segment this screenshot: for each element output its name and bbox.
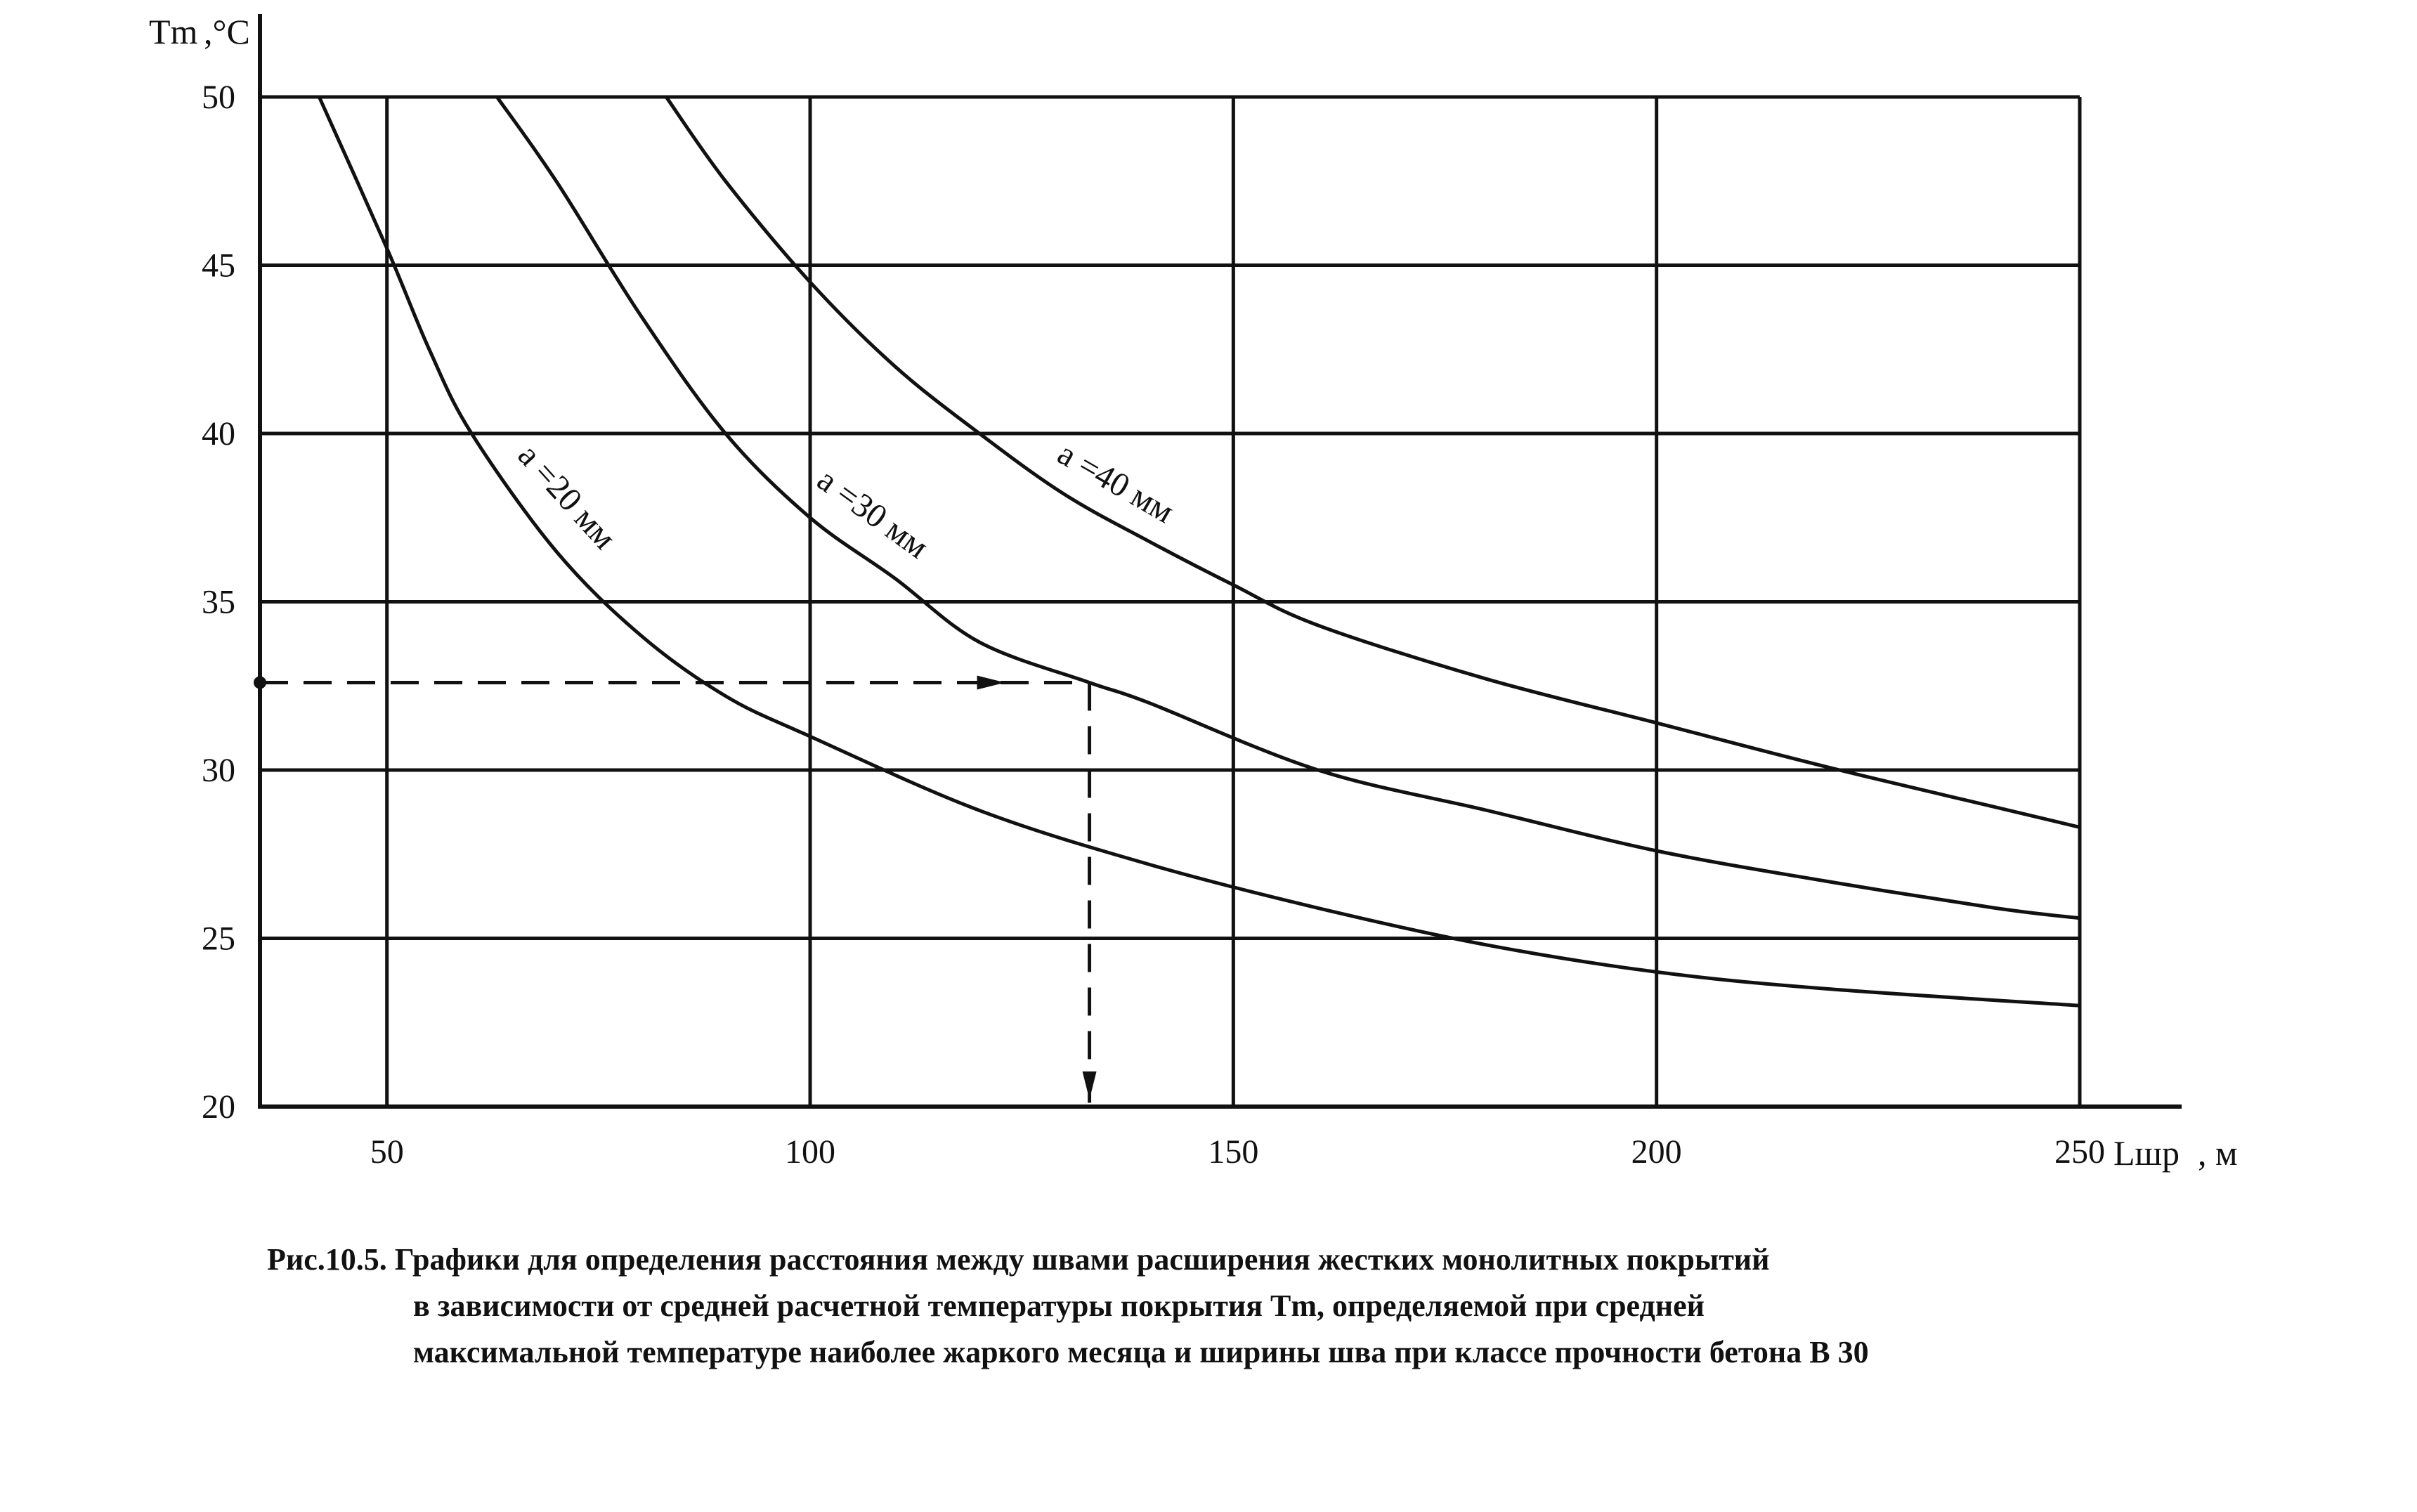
curve-label-a30: а =30 мм: [811, 461, 936, 566]
x-tick-label-150: 150: [1208, 1133, 1258, 1171]
x-axis-title: Lшр , м: [2113, 1133, 2238, 1173]
curve-label-a20: а =20 мм: [511, 437, 624, 556]
y-tick-label-30: 30: [202, 752, 235, 789]
y-tick-label-45: 45: [202, 247, 235, 285]
series-lines: [318, 96, 2080, 1008]
reading-guide: [254, 675, 1097, 1104]
reading-horizontal-arrow: [977, 675, 1005, 690]
x-tick-label-200: 200: [1631, 1133, 1682, 1171]
curve-label-a40: а =40 мм: [1052, 435, 1180, 530]
x-tick-label-100: 100: [785, 1133, 835, 1171]
series-line-3: [665, 96, 2080, 829]
y-tick-label-20: 20: [202, 1088, 235, 1126]
y-tick-labels: 20 25 30 35 40 45 50: [202, 79, 235, 1126]
y-axis-title-label: Tm: [149, 12, 198, 51]
y-tick-label-25: 25: [202, 920, 235, 958]
series-line-2: [495, 96, 2080, 920]
x-tick-label-250: 250: [2054, 1133, 2105, 1171]
y-tick-label-35: 35: [202, 584, 235, 621]
x-tick-label-50: 50: [370, 1133, 404, 1171]
x-axis-title-label: Lшр: [2113, 1133, 2180, 1173]
y-tick-label-50: 50: [202, 79, 235, 116]
axes: [258, 14, 2182, 1109]
y-tick-label-40: 40: [202, 415, 235, 452]
y-axis-title: Tm ,°C: [149, 12, 250, 51]
series-line-1: [318, 96, 2080, 1008]
caption-line-2: в зависимости от средней расчетной темпе…: [413, 1289, 1705, 1323]
chart: 20 25 30 35 40 45 50 50 100 150 200 250 Tm ,°C Lшр…: [149, 12, 2238, 1173]
grid: [260, 95, 2082, 1107]
caption-line-1: Рис.10.5. Графики для определения рассто…: [267, 1242, 1770, 1277]
x-axis-title-unit: , м: [2198, 1133, 2238, 1173]
reading-vertical-arrow: [1082, 1071, 1097, 1100]
figure-caption: Рис.10.5. Графики для определения рассто…: [267, 1237, 2066, 1376]
y-axis-title-unit: ,°C: [204, 12, 250, 51]
caption-line-3: максимальной температуре наиболее жарког…: [413, 1335, 1869, 1369]
x-tick-labels: 50 100 150 200 250: [370, 1133, 2105, 1171]
